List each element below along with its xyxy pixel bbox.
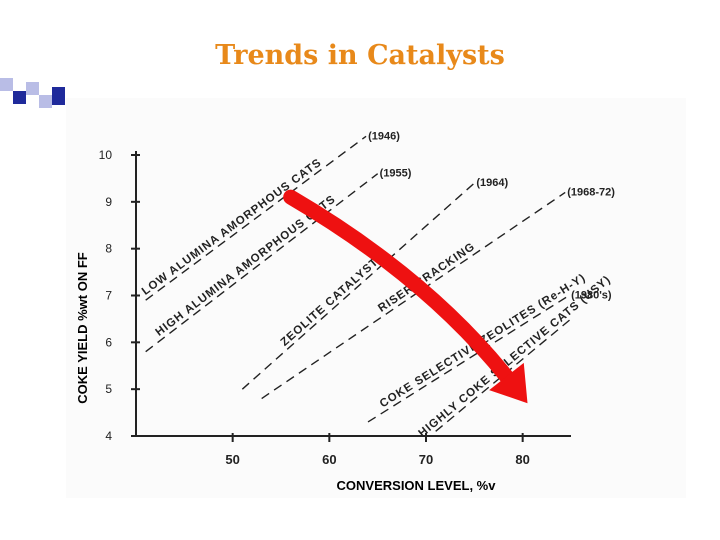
deco-square [0,78,13,91]
series-line [261,191,566,400]
series-year-label: (1955) [380,168,412,180]
y-tick-label: 10 [99,148,113,162]
x-tick-label: 70 [419,452,433,467]
series-line [367,294,570,423]
y-tick-label: 8 [105,242,112,256]
series-line [241,182,475,390]
y-tick-label: 5 [105,382,112,396]
series-line [145,135,367,301]
y-tick-label: 9 [105,195,112,209]
coke-yield-chart: COKE YIELD %wt ON FF CONVERSION LEVEL, %… [66,98,686,498]
series-year-label: (1980's) [571,290,612,302]
decorative-squares-icon [0,78,70,118]
series-year-label: (1946) [368,130,400,142]
series-year-label: (1968-72) [567,186,615,198]
series-line [145,173,379,353]
x-axis-label: CONVERSION LEVEL, %v [337,478,497,493]
trend-arrow-shaft [283,189,519,390]
chart: COKE YIELD %wt ON FF CONVERSION LEVEL, %… [66,98,686,498]
chart-background [66,98,686,498]
y-tick-label: 6 [105,335,112,349]
deco-square [52,87,65,105]
slide-title: Trends in Catalysts [215,40,505,71]
trend-arrow-head [489,362,528,404]
y-tick-label: 7 [105,289,112,303]
x-tick-label: 60 [322,452,336,467]
y-axis-label: COKE YIELD %wt ON FF [75,252,90,403]
deco-square [26,82,39,95]
x-tick-label: 80 [515,452,529,467]
series-year-label: (1964) [476,177,508,189]
deco-square [39,95,52,108]
y-tick-label: 4 [105,429,112,443]
deco-square [13,91,26,104]
x-tick-label: 50 [225,452,239,467]
